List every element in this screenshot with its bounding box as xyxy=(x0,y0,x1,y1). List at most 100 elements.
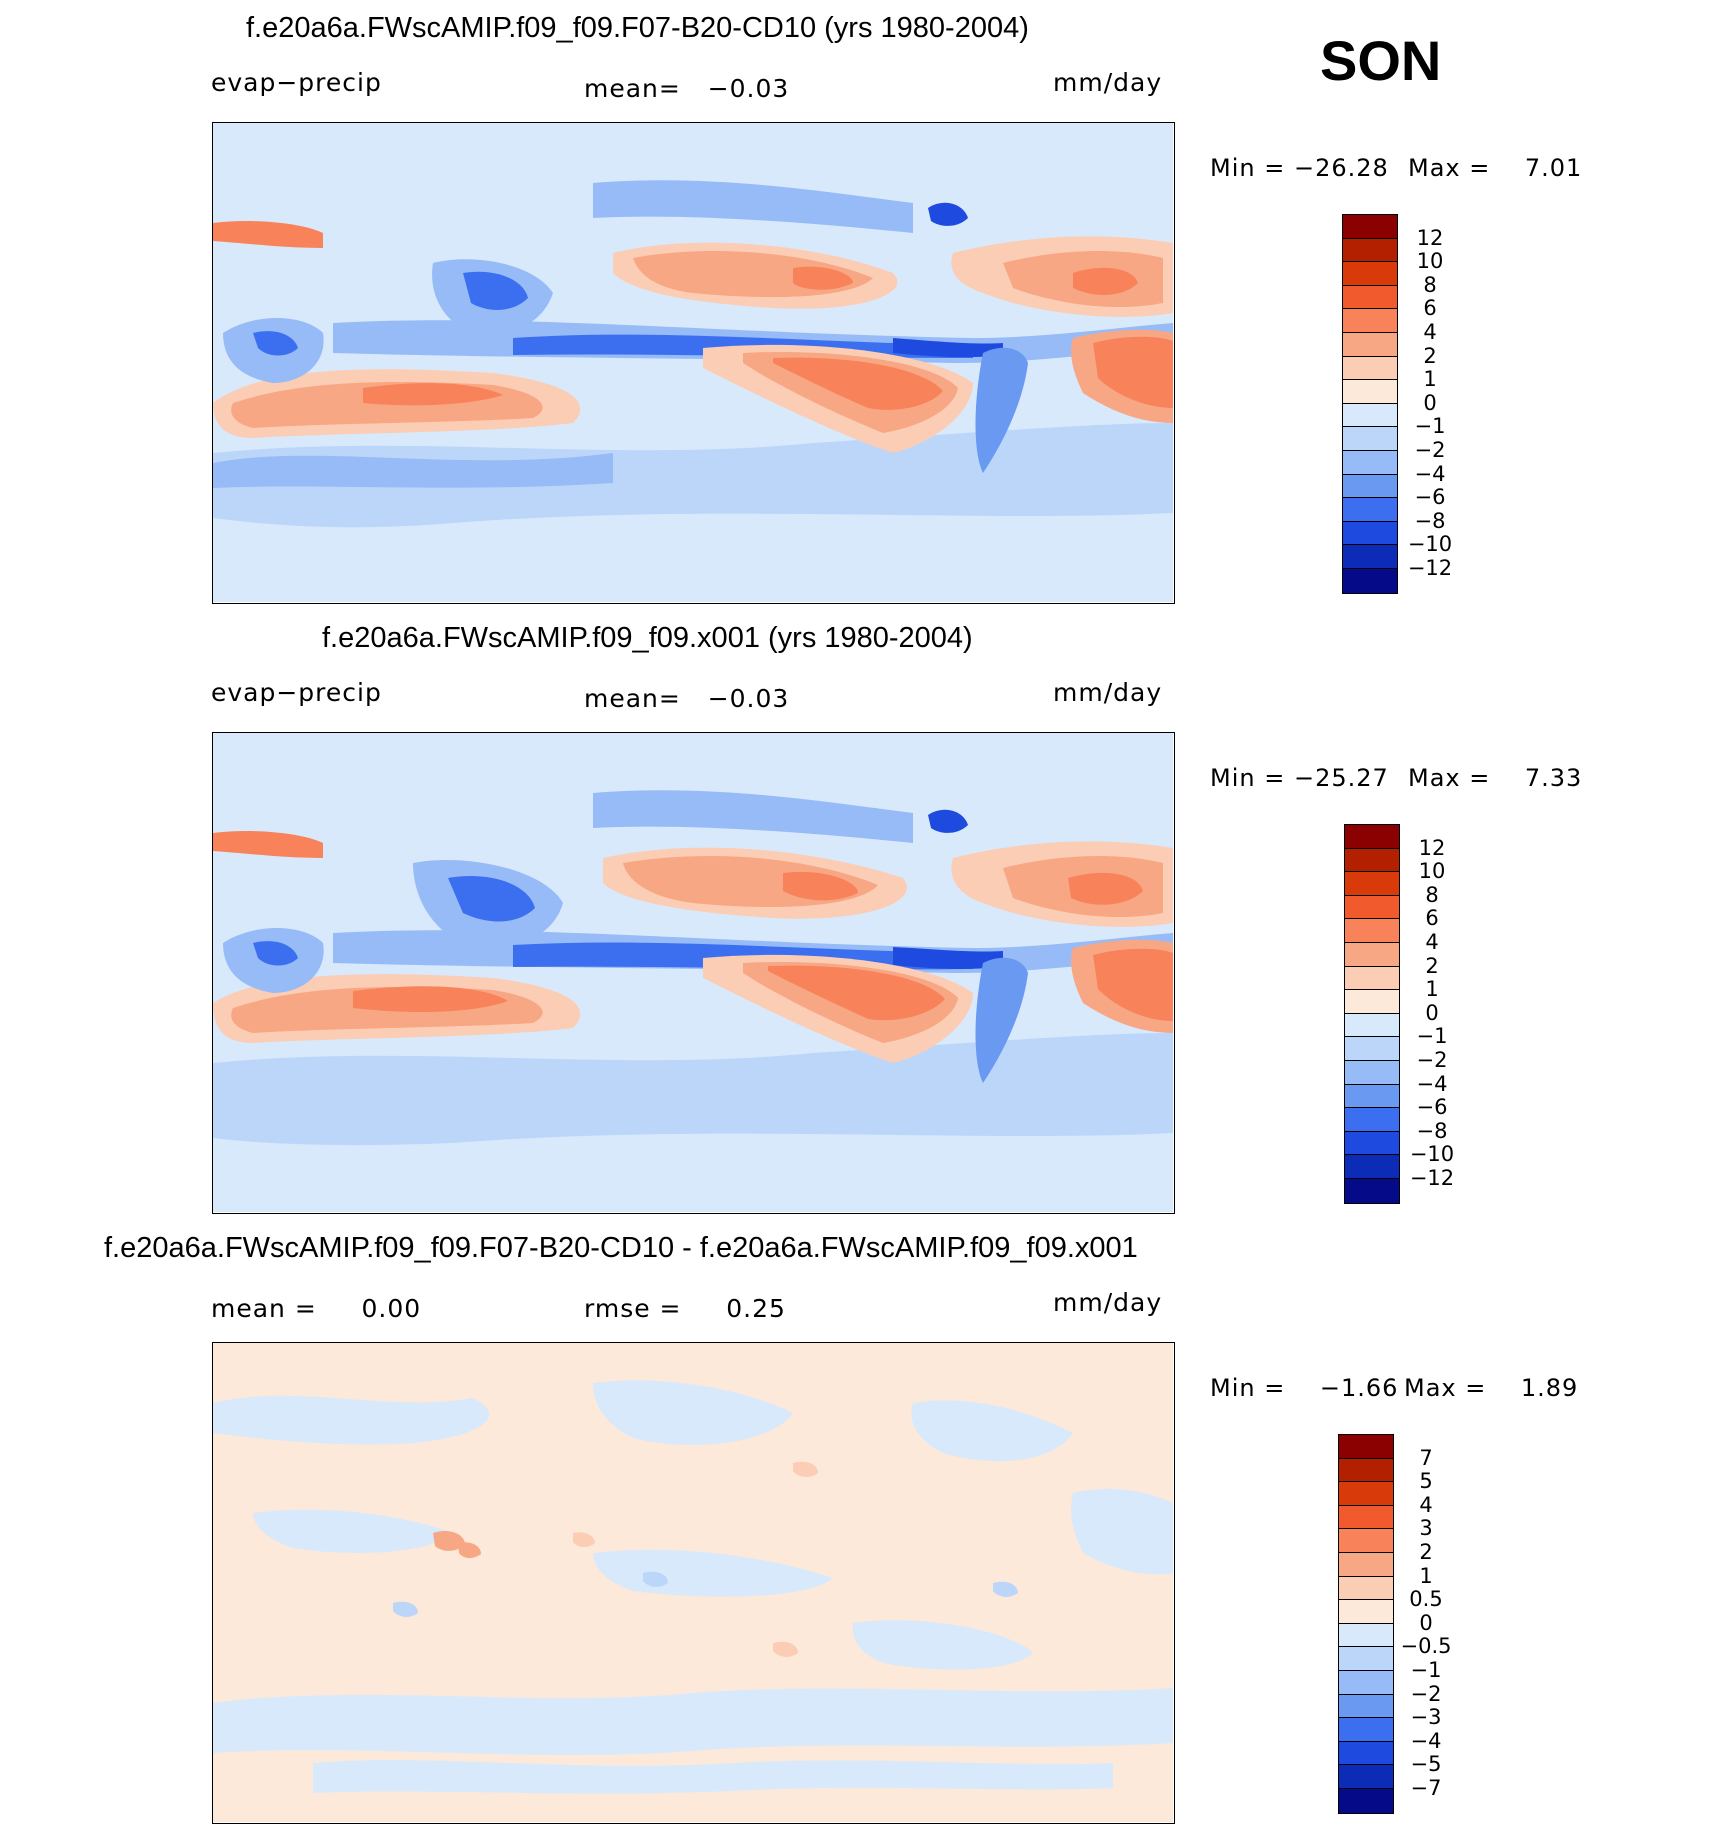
panel-3-min: Min = −1.66 xyxy=(1210,1374,1398,1402)
colorbar-swatch xyxy=(1345,1084,1399,1109)
colorbar-swatch xyxy=(1339,1765,1393,1789)
colorbar-swatch xyxy=(1339,1788,1393,1813)
colorbar-tick-label: −3 xyxy=(1410,1705,1442,1730)
colorbar-swatch xyxy=(1345,872,1399,896)
panel-1-mean: mean= −0.03 xyxy=(584,74,789,103)
panel-1-colorbar xyxy=(1342,214,1398,594)
colorbar-swatch xyxy=(1343,427,1397,451)
panel-1-min-label: Min = xyxy=(1210,154,1286,182)
colorbar-swatch xyxy=(1339,1482,1393,1506)
panel-2-max: Max = 7.33 xyxy=(1408,764,1582,792)
panel-3-rmse-label: rmse = xyxy=(584,1294,682,1323)
colorbar-tick-label: −4 xyxy=(1414,461,1446,486)
colorbar-tick-label: 12 xyxy=(1418,835,1446,860)
colorbar-swatch xyxy=(1343,450,1397,475)
colorbar-swatch xyxy=(1343,262,1397,286)
colorbar-swatch xyxy=(1339,1623,1393,1648)
colorbar-tick-label: 10 xyxy=(1418,859,1446,884)
colorbar-tick-label: −8 xyxy=(1416,1118,1448,1143)
colorbar-tick-label: −6 xyxy=(1416,1095,1448,1120)
colorbar-swatch xyxy=(1343,474,1397,499)
colorbar-tick-label: −10 xyxy=(1409,1142,1455,1167)
colorbar-swatch xyxy=(1339,1576,1393,1601)
colorbar-swatch xyxy=(1339,1600,1393,1624)
colorbar-tick-label: −5 xyxy=(1410,1752,1442,1777)
colorbar-swatch xyxy=(1345,1013,1399,1038)
panel-1-min: Min = −26.28 xyxy=(1210,154,1389,182)
colorbar-tick-label: 1 xyxy=(1425,977,1439,1002)
panel-3-max-label: Max = xyxy=(1404,1374,1487,1402)
colorbar-tick-label: 8 xyxy=(1423,272,1437,297)
panel-2-map xyxy=(212,732,1175,1214)
colorbar-swatch xyxy=(1339,1458,1393,1483)
colorbar-swatch xyxy=(1343,356,1397,381)
colorbar-tick-label: 3 xyxy=(1419,1516,1433,1541)
panel-3-min-value: −1.66 xyxy=(1319,1374,1399,1402)
colorbar-tick-label: −1 xyxy=(1414,414,1446,439)
panel-2-units: mm/day xyxy=(1053,678,1163,707)
panel-3-mean-label: mean = xyxy=(211,1294,317,1323)
colorbar-swatch xyxy=(1345,942,1399,967)
season-label: SON xyxy=(1320,29,1442,92)
colorbar-swatch xyxy=(1339,1552,1393,1577)
colorbar-tick-label: 2 xyxy=(1419,1540,1433,1564)
colorbar-tick-label: −12 xyxy=(1407,556,1453,580)
panel-1-field-svg xyxy=(213,123,1173,602)
panel-3-max: Max = 1.89 xyxy=(1404,1374,1578,1402)
panel-2-mean-value: −0.03 xyxy=(707,684,790,713)
panel-2-field-svg xyxy=(213,733,1173,1212)
panel-3-min-label: Min = xyxy=(1210,1374,1286,1402)
panel-3-rmse: rmse = 0.25 xyxy=(584,1294,786,1323)
colorbar-tick-label: 1 xyxy=(1419,1563,1433,1588)
colorbar-swatch xyxy=(1345,966,1399,991)
panel-1-variable-label: evap−precip xyxy=(211,68,382,97)
colorbar-swatch xyxy=(1343,238,1397,263)
colorbar-tick-label: 4 xyxy=(1423,320,1437,344)
colorbar-swatch xyxy=(1339,1694,1393,1719)
colorbar-tick-label: 0 xyxy=(1419,1610,1433,1635)
panel-1-max: Max = 7.01 xyxy=(1408,154,1582,182)
colorbar-swatch xyxy=(1339,1505,1393,1530)
panel-2-max-value: 7.33 xyxy=(1524,764,1583,792)
colorbar-swatch xyxy=(1343,215,1397,239)
panel-3-max-value: 1.89 xyxy=(1520,1374,1579,1402)
colorbar-swatch xyxy=(1345,895,1399,920)
panel-2-max-label: Max = xyxy=(1408,764,1491,792)
colorbar-swatch xyxy=(1339,1670,1393,1695)
colorbar-swatch xyxy=(1343,545,1397,569)
colorbar-tick-label: 5 xyxy=(1419,1469,1433,1494)
panel-3-mean-value: 0.00 xyxy=(361,1294,422,1323)
colorbar-swatch xyxy=(1339,1741,1393,1766)
colorbar-tick-label: −6 xyxy=(1414,485,1446,510)
panel-1-map xyxy=(212,122,1175,604)
colorbar-tick-label: −0.5 xyxy=(1400,1634,1452,1659)
colorbar-tick-label: 6 xyxy=(1425,906,1439,931)
colorbar-swatch xyxy=(1339,1718,1393,1742)
panel-2-mean-label: mean= xyxy=(584,684,681,713)
colorbar-swatch xyxy=(1345,1037,1399,1061)
panel-1-max-value: 7.01 xyxy=(1524,154,1583,182)
colorbar-tick-label: −10 xyxy=(1407,532,1453,557)
panel-1-units: mm/day xyxy=(1053,68,1163,97)
panel-3-units: mm/day xyxy=(1053,1288,1163,1317)
panel-3-field-svg xyxy=(213,1343,1173,1822)
panel-2-colorbar xyxy=(1344,824,1400,1204)
colorbar-swatch xyxy=(1343,568,1397,593)
colorbar-tick-label: 2 xyxy=(1423,343,1437,368)
colorbar-swatch xyxy=(1345,848,1399,873)
panel-3-mean: mean = 0.00 xyxy=(211,1294,421,1323)
colorbar-tick-label: −4 xyxy=(1410,1728,1442,1753)
colorbar-tick-label: −8 xyxy=(1414,508,1446,533)
colorbar-tick-label: −1 xyxy=(1410,1658,1442,1682)
colorbar-tick-label: 4 xyxy=(1419,1492,1433,1517)
colorbar-tick-label: −4 xyxy=(1416,1071,1448,1096)
colorbar-swatch xyxy=(1343,332,1397,357)
panel-1-mean-label: mean= xyxy=(584,74,681,103)
colorbar-tick-label: 1 xyxy=(1423,367,1437,392)
colorbar-swatch xyxy=(1345,825,1399,849)
colorbar-tick-label: 0 xyxy=(1423,390,1437,415)
colorbar-swatch xyxy=(1343,309,1397,333)
colorbar-tick-label: 4 xyxy=(1425,930,1439,954)
colorbar-swatch xyxy=(1345,1108,1399,1132)
panel-2-min-value: −25.27 xyxy=(1293,764,1389,792)
